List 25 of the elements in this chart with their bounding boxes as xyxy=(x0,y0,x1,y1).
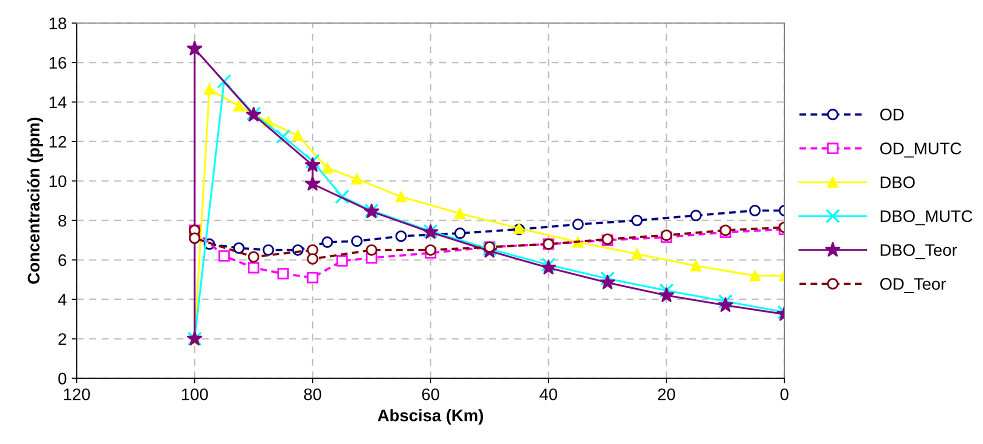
x-tick-label: 60 xyxy=(422,388,440,400)
x-axis-title: Abscisa (Km) xyxy=(378,409,483,425)
legend-label: DBO_Teor xyxy=(880,244,957,260)
y-tick-label: 12 xyxy=(50,136,66,148)
y-tick-label: 10 xyxy=(50,175,66,188)
y-tick-label: 16 xyxy=(50,56,66,69)
y-tick-label: 8 xyxy=(58,214,66,227)
legend-label: OD_MUTC xyxy=(880,142,962,158)
x-tick-label: 0 xyxy=(780,388,788,400)
y-axis-title: Concentración (ppm) xyxy=(27,118,43,284)
legend-label: DBO xyxy=(880,176,915,188)
x-tick-label: 80 xyxy=(304,388,322,400)
x-tick-label: 20 xyxy=(658,388,676,400)
y-tick-label: 2 xyxy=(58,333,66,345)
x-tick-label: 120 xyxy=(64,388,90,400)
y-tick-label: 4 xyxy=(58,294,66,306)
legend-label: OD xyxy=(880,108,904,120)
y-tick-label: 0 xyxy=(58,372,66,384)
y-tick-label: 14 xyxy=(50,96,66,108)
x-tick-label: 100 xyxy=(182,388,208,400)
legend-label: OD_Teor xyxy=(880,278,946,293)
y-tick-label: 18 xyxy=(50,17,66,30)
legend-label: DBO_MUTC xyxy=(880,210,972,226)
x-tick-label: 40 xyxy=(540,388,558,400)
y-tick-label: 6 xyxy=(58,254,66,266)
